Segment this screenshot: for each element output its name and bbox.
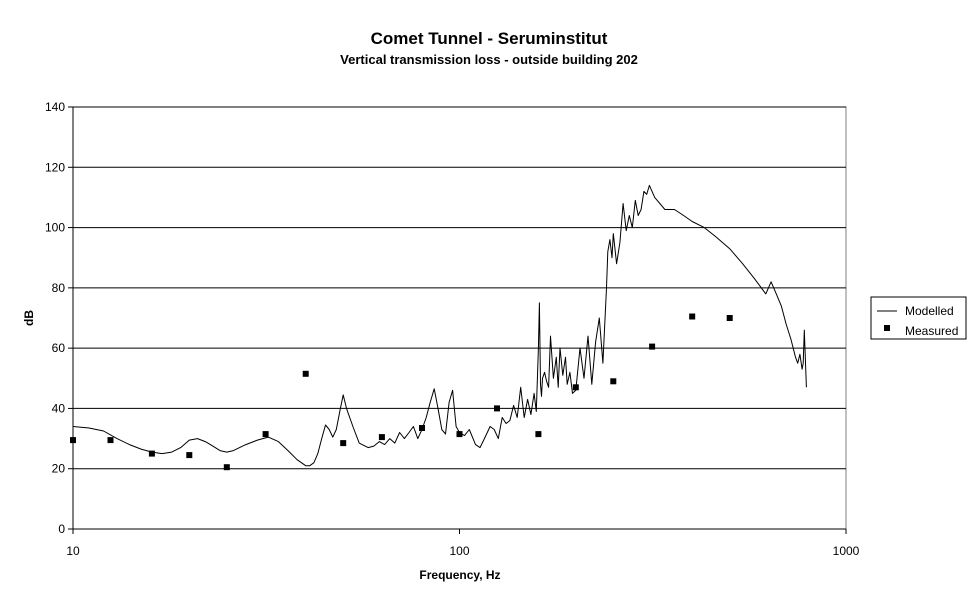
measured-point-11: [494, 405, 500, 412]
x-tick-label-100: 100: [449, 544, 469, 558]
measured-point-10: [456, 431, 463, 438]
gridlines: [73, 106, 846, 470]
measured-point-9: [419, 425, 425, 431]
chart-subtitle: Vertical transmission loss - outside bui…: [340, 52, 638, 67]
y-tick-label-140: 140: [45, 100, 65, 114]
y-tick-label-20: 20: [52, 462, 66, 476]
y-axis-ticks: 0 20 40 60 80 100 120 140: [45, 100, 73, 536]
legend-label-measured: Measured: [905, 324, 958, 338]
measured-point-2: [148, 450, 155, 457]
y-tick-label-100: 100: [45, 221, 65, 235]
x-axis-ticks: 10 100 1000: [66, 529, 860, 558]
measured-point-14: [610, 378, 617, 385]
measured-point-17: [726, 315, 733, 321]
x-tick-label-1000: 1000: [833, 544, 860, 558]
series-layer: [70, 184, 807, 471]
x-tick-label-10: 10: [66, 544, 80, 558]
y-tick-label-0: 0: [58, 522, 65, 536]
y-tick-label-80: 80: [52, 281, 66, 295]
measured-point-4: [223, 464, 230, 471]
plot-area: [72, 106, 847, 530]
measured-point-12: [535, 431, 542, 438]
x-axis-title: Frequency, Hz: [419, 568, 500, 582]
legend-label-modelled: Modelled: [905, 304, 954, 318]
y-tick-label-120: 120: [45, 160, 65, 174]
measured-point-13: [572, 384, 579, 391]
measured-point-7: [340, 440, 347, 447]
y-tick-label-60: 60: [52, 341, 66, 355]
y-tick-label-40: 40: [52, 401, 66, 415]
y-axis-title: dB: [22, 310, 36, 326]
chart-title: Comet Tunnel - Seruminstitut: [371, 29, 608, 48]
measured-point-5: [262, 431, 269, 438]
measured-point-6: [302, 370, 309, 377]
measured-point-1: [107, 437, 114, 444]
series-line-modelled: [72, 184, 807, 467]
measured-point-3: [186, 452, 193, 459]
measured-point-15: [649, 343, 656, 350]
measured-point-8: [378, 434, 385, 441]
measured-point-0: [70, 437, 76, 444]
legend: Modelled Measured: [870, 296, 967, 340]
legend-box: [870, 296, 967, 340]
measured-point-16: [689, 313, 696, 320]
legend-marker-swatch: [884, 325, 890, 331]
